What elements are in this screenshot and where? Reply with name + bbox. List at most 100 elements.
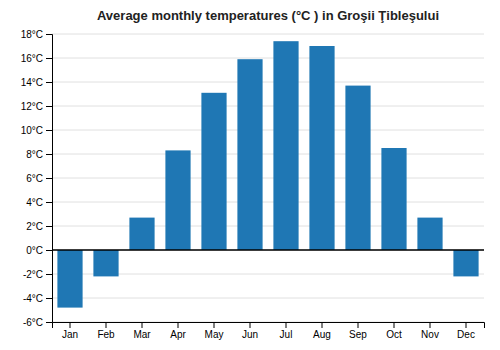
tick-label: 12°C — [21, 101, 43, 112]
bar — [201, 93, 226, 250]
y-tick: 6°C — [26, 173, 52, 184]
tick-label: -6°C — [23, 317, 43, 328]
tick-mark — [106, 322, 107, 328]
x-tick: Oct — [386, 322, 402, 340]
tick-mark — [430, 322, 431, 328]
chart-container: Average monthly temperatures (°C ) in Gr… — [0, 0, 500, 350]
grid — [52, 34, 484, 322]
y-tick: 12°C — [21, 101, 52, 112]
axis-line — [53, 323, 485, 329]
y-tick: 14°C — [21, 77, 52, 88]
tick-label: 16°C — [21, 53, 43, 64]
tick-mark — [46, 58, 52, 59]
y-tick: -4°C — [23, 293, 52, 304]
tick-mark — [394, 322, 395, 328]
tick-label: Oct — [386, 329, 402, 340]
tick-mark — [46, 322, 52, 323]
x-tick: Nov — [421, 322, 439, 340]
tick-label: Dec — [457, 329, 475, 340]
grid-line — [52, 82, 484, 83]
y-tick: 16°C — [21, 53, 52, 64]
tick-mark — [70, 322, 71, 328]
tick-mark — [46, 274, 52, 275]
tick-mark — [46, 34, 52, 35]
x-tick: Apr — [170, 322, 186, 340]
tick-mark — [358, 322, 359, 328]
tick-label: May — [205, 329, 224, 340]
x-tick: Dec — [457, 322, 475, 340]
grid-line — [52, 250, 484, 251]
tick-label: 6°C — [26, 173, 43, 184]
bar — [309, 46, 334, 250]
y-tick: -2°C — [23, 269, 52, 280]
x-tick: Jul — [280, 322, 293, 340]
grid-line — [52, 154, 484, 155]
x-axis: Jan Feb Mar Apr May Jun Jul Aug Sep Oct Nov Dec — [53, 322, 485, 340]
zero-line — [52, 249, 484, 251]
tick-label: 4°C — [26, 197, 43, 208]
y-tick: 0°C — [26, 245, 52, 256]
tick-mark — [46, 178, 52, 179]
tick-mark — [46, 202, 52, 203]
tick-mark — [46, 82, 52, 83]
tick-mark — [46, 154, 52, 155]
tick-mark — [46, 106, 52, 107]
tick-label: Nov — [421, 329, 439, 340]
axis-line — [46, 35, 53, 323]
x-tick: Feb — [97, 322, 115, 340]
tick-label: 0°C — [26, 245, 43, 256]
tick-label: 8°C — [26, 149, 43, 160]
x-tick: Sep — [349, 322, 367, 340]
bar — [237, 59, 262, 250]
tick-label: 2°C — [26, 221, 43, 232]
tick-label: Apr — [170, 329, 186, 340]
bar — [93, 250, 118, 276]
y-axis: -6°C-4°C-2°C0°C2°C4°C6°C8°C10°C12°C14°C1… — [21, 29, 53, 328]
grid-line — [52, 202, 484, 203]
tick-label: Mar — [133, 329, 151, 340]
tick-label: 18°C — [21, 29, 43, 40]
bar — [165, 150, 190, 250]
bars — [57, 41, 478, 307]
bar — [129, 218, 154, 250]
tick-mark — [46, 250, 52, 251]
tick-mark — [46, 226, 52, 227]
bar — [273, 41, 298, 250]
tick-label: Sep — [349, 329, 367, 340]
tick-label: Jan — [62, 329, 78, 340]
y-tick: 8°C — [26, 149, 52, 160]
chart: Average monthly temperatures (°C ) in Gr… — [0, 0, 500, 350]
grid-line — [52, 130, 484, 131]
tick-mark — [214, 322, 215, 328]
grid-line — [52, 106, 484, 107]
grid-line — [52, 58, 484, 59]
tick-mark — [250, 322, 251, 328]
bar — [57, 250, 82, 308]
x-tick: Jun — [242, 322, 258, 340]
tick-label: Aug — [313, 329, 331, 340]
bar — [453, 250, 478, 276]
bar — [417, 218, 442, 250]
y-tick: 18°C — [21, 29, 52, 40]
grid-line — [52, 298, 484, 299]
x-tick: Mar — [133, 322, 151, 340]
tick-label: -2°C — [23, 269, 43, 280]
plot: -6°C-4°C-2°C0°C2°C4°C6°C8°C10°C12°C14°C1… — [21, 29, 485, 340]
tick-mark — [178, 322, 179, 328]
grid-line — [52, 34, 484, 35]
y-tick: -6°C — [23, 317, 52, 328]
tick-label: 14°C — [21, 77, 43, 88]
tick-mark — [142, 322, 143, 328]
tick-label: Feb — [97, 329, 115, 340]
tick-mark — [466, 322, 467, 328]
tick-label: -4°C — [23, 293, 43, 304]
tick-label: Jul — [280, 329, 293, 340]
tick-mark — [286, 322, 287, 328]
title: Average monthly temperatures (°C ) in Gr… — [97, 8, 439, 23]
tick-mark — [46, 298, 52, 299]
x-tick: May — [205, 322, 224, 340]
x-tick: Jan — [62, 322, 78, 340]
tick-mark — [46, 130, 52, 131]
tick-mark — [322, 322, 323, 328]
bar — [381, 148, 406, 250]
